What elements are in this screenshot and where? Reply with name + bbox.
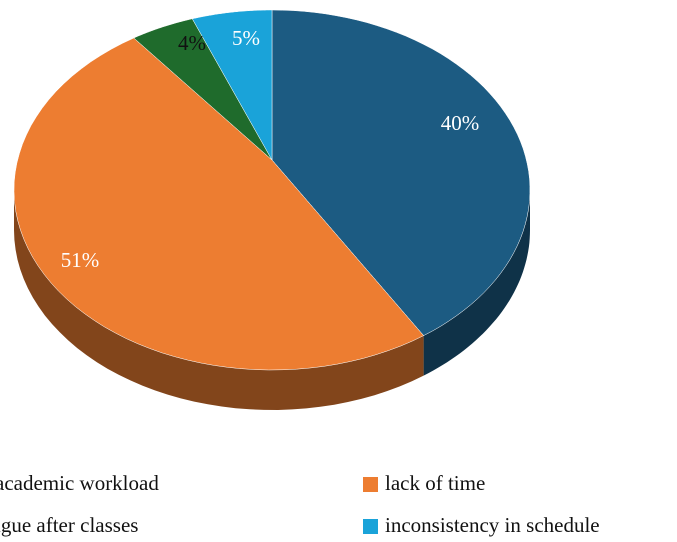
data-label: 40%: [441, 111, 480, 135]
slice: [191, 9, 273, 161]
pie-tops: [13, 9, 531, 371]
legend: academic workload lack of time igue after …: [0, 471, 600, 537]
slice: [271, 9, 531, 336]
slice: [133, 18, 273, 161]
legend-label: academic workload: [0, 471, 159, 495]
pie-labels: 40% 51% 4% 5%: [61, 26, 480, 272]
legend-label: lack of time: [385, 471, 485, 495]
legend-swatch: [363, 519, 378, 534]
pie-sides: [14, 190, 530, 410]
data-label: 5%: [232, 26, 260, 50]
legend-swatch: [363, 477, 378, 492]
data-label: 51%: [61, 248, 100, 272]
slice: [13, 37, 425, 371]
slice-side: [14, 190, 424, 410]
data-label: 4%: [178, 31, 206, 55]
legend-label: igue after classes: [0, 513, 138, 537]
slice-side: [423, 190, 530, 376]
legend-label: inconsistency in schedule: [385, 513, 600, 537]
